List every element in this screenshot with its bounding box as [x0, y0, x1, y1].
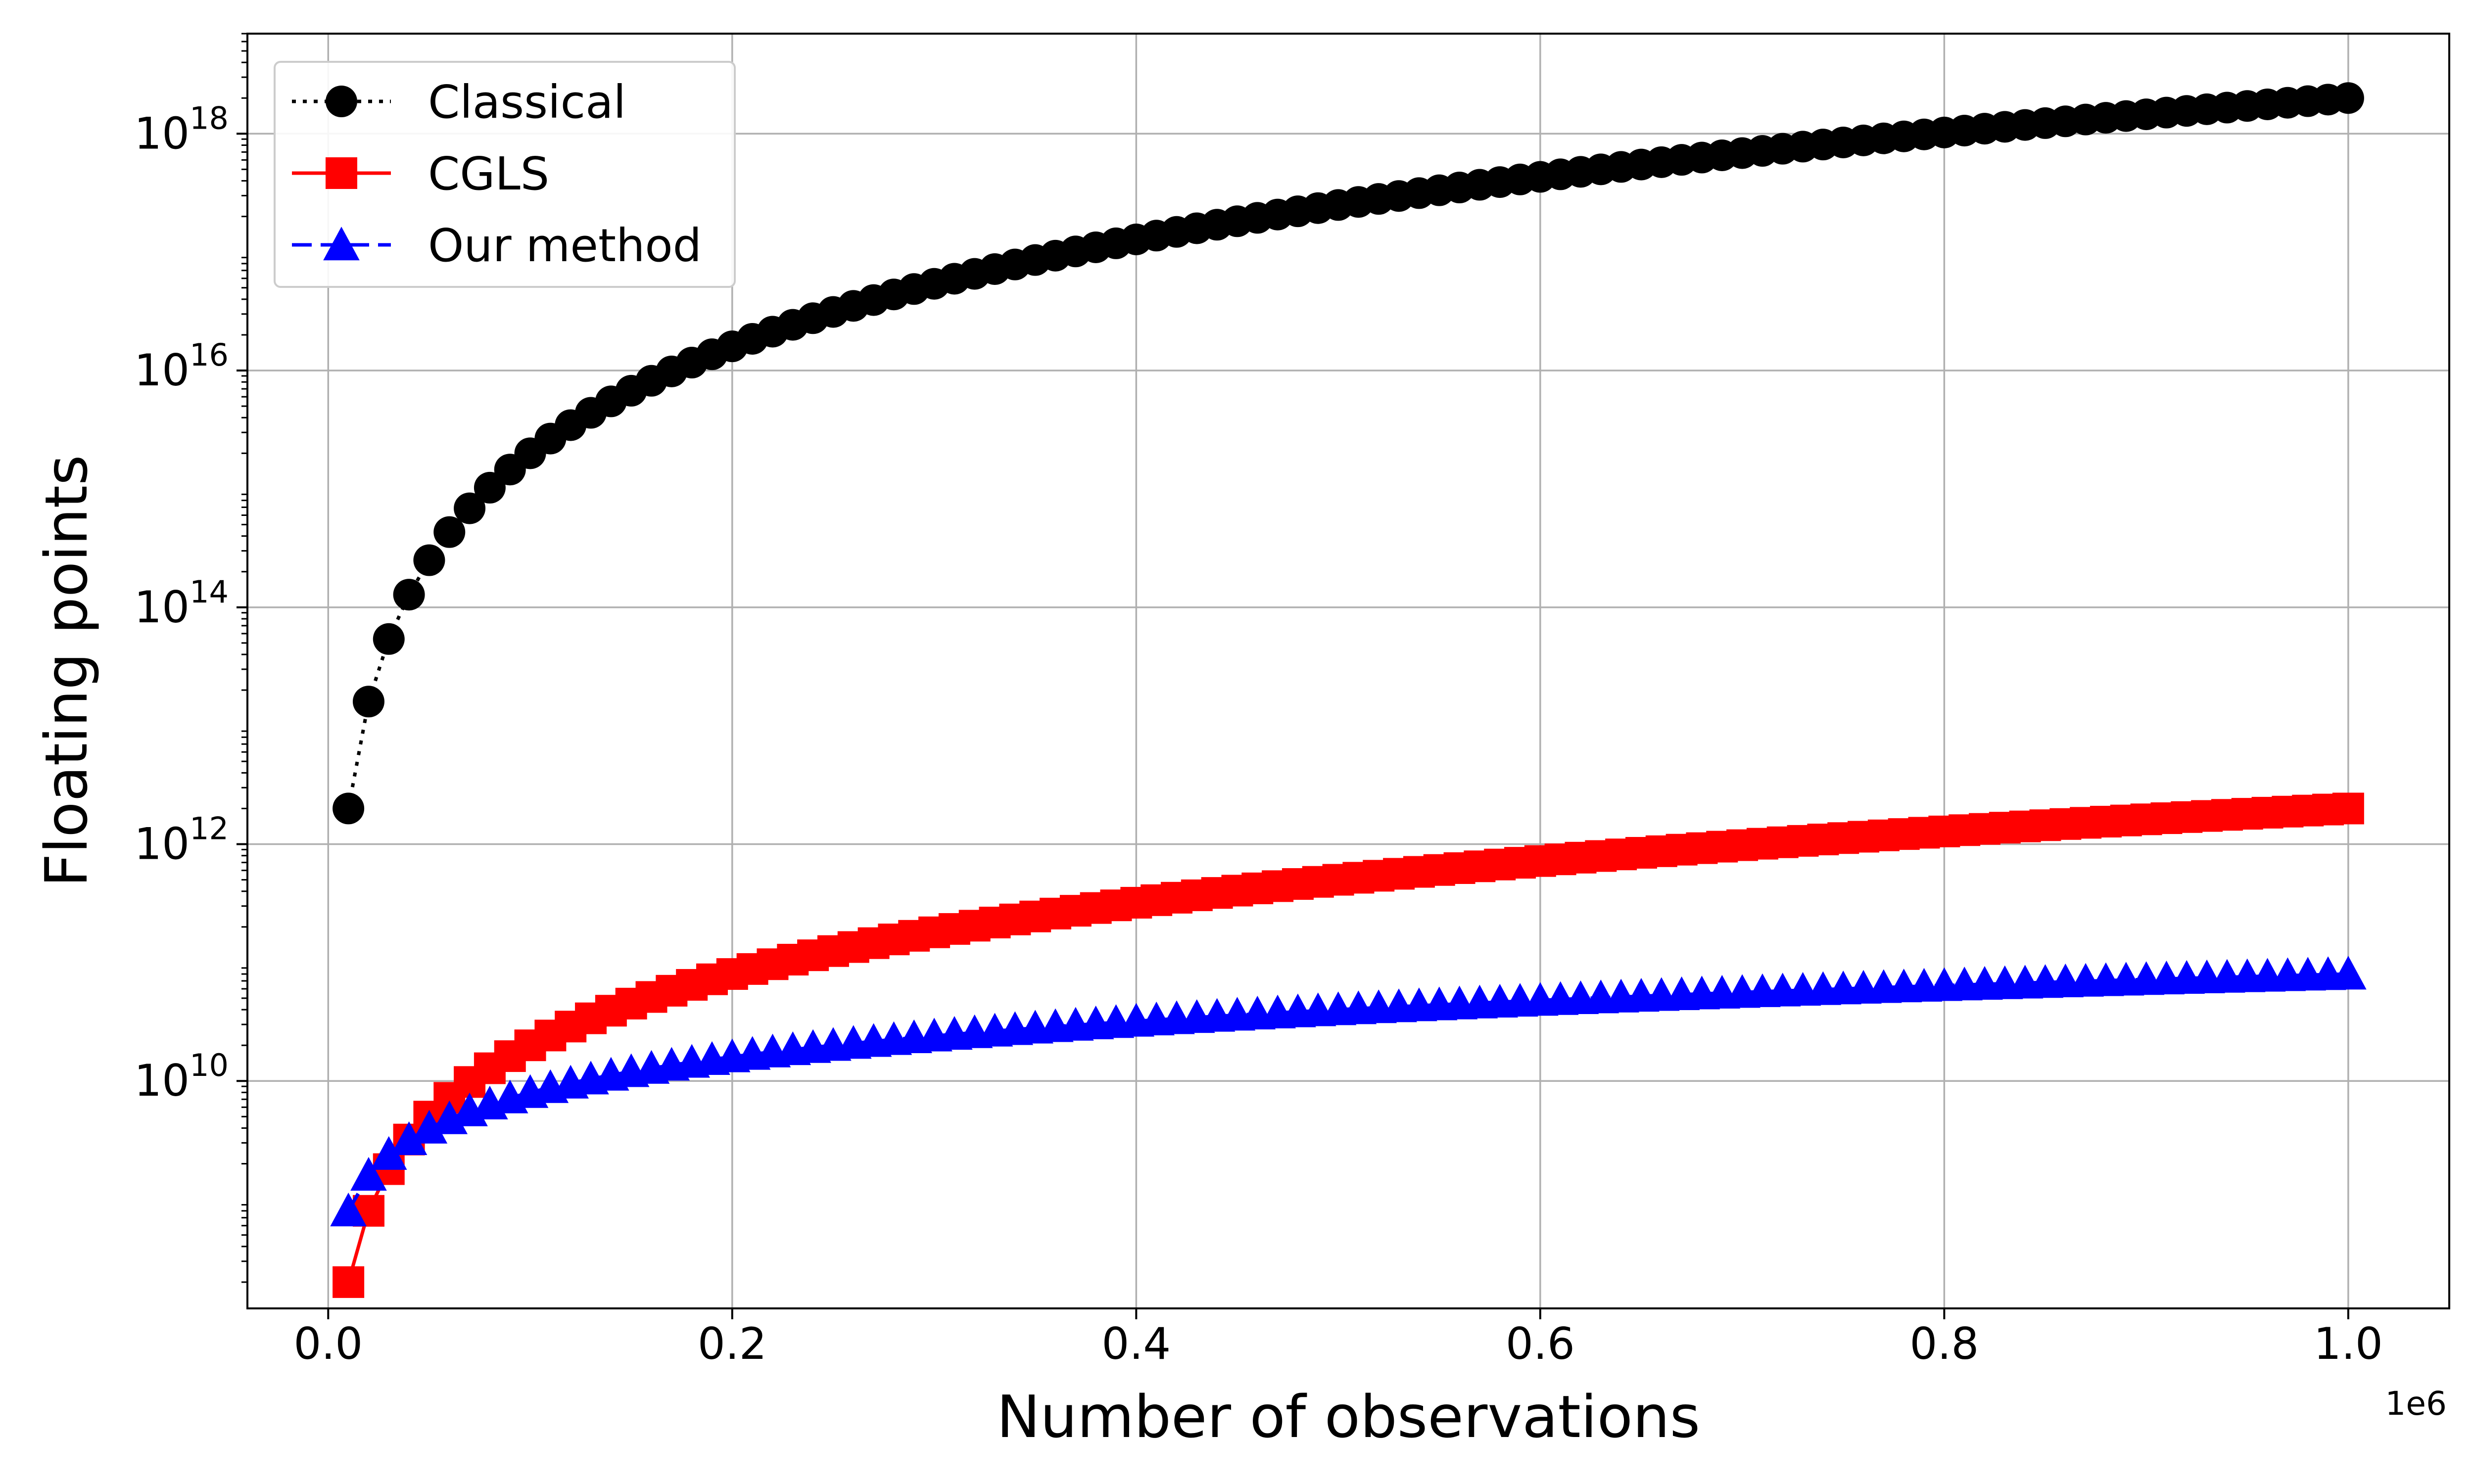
data-point — [474, 471, 506, 504]
legend-entry: Classical — [292, 76, 626, 129]
data-point — [333, 792, 365, 825]
data-point — [330, 1192, 367, 1227]
data-point — [390, 1121, 428, 1155]
series-our-method — [330, 956, 2367, 1227]
y-axis-label: Floating points — [32, 455, 100, 887]
data-point — [373, 623, 405, 655]
y-tick-label: 1016 — [134, 337, 229, 396]
x-tick-label: 0.8 — [1909, 1318, 1979, 1369]
data-point — [2332, 82, 2364, 114]
plot-frame — [246, 33, 2450, 1309]
y-tick-label: 1014 — [134, 574, 229, 633]
data-point — [352, 686, 384, 718]
series-classical — [333, 82, 2364, 825]
legend-entry: Our method — [292, 219, 702, 272]
legend-label: Our method — [428, 219, 702, 272]
legend-label: CGLS — [428, 147, 549, 200]
data-point — [2332, 792, 2364, 825]
data-point — [2330, 956, 2367, 990]
y-tick-label: 1012 — [134, 810, 229, 869]
data-point — [411, 1110, 448, 1144]
legend-marker — [326, 157, 357, 189]
data-point — [370, 1136, 407, 1170]
series-cgls — [333, 792, 2364, 1298]
legend-box — [274, 61, 736, 288]
x-tick-label: 0.6 — [1506, 1318, 1575, 1369]
x-axis-label: Number of observations — [997, 1383, 1700, 1451]
y-tick-label: 1018 — [134, 100, 229, 159]
y-tick-label: 1010 — [134, 1047, 229, 1106]
series-layer — [330, 82, 2367, 1298]
legend-entry: CGLS — [292, 147, 549, 200]
data-point — [433, 516, 466, 548]
data-point — [350, 1157, 387, 1191]
data-point — [393, 579, 425, 611]
x-tick-label: 1.0 — [2314, 1318, 2383, 1369]
data-point — [333, 1266, 365, 1298]
legend-label: Classical — [428, 76, 626, 129]
legend-marker — [323, 227, 360, 261]
x-tick-label: 0.4 — [1101, 1318, 1171, 1369]
x-tick-label: 0.0 — [293, 1318, 363, 1369]
legend-marker — [326, 86, 357, 117]
data-point — [454, 492, 486, 524]
legend: Classical CGLS Our method — [274, 61, 736, 288]
x-tick-label: 0.2 — [698, 1318, 767, 1369]
x-axis-offset-label: 1e6 — [2385, 1385, 2447, 1423]
tick-layer: 0.0 0.2 0.4 0.6 0.8 1.0 1010 1012 1014 1016 1018 — [134, 33, 2383, 1369]
data-point — [413, 544, 445, 576]
